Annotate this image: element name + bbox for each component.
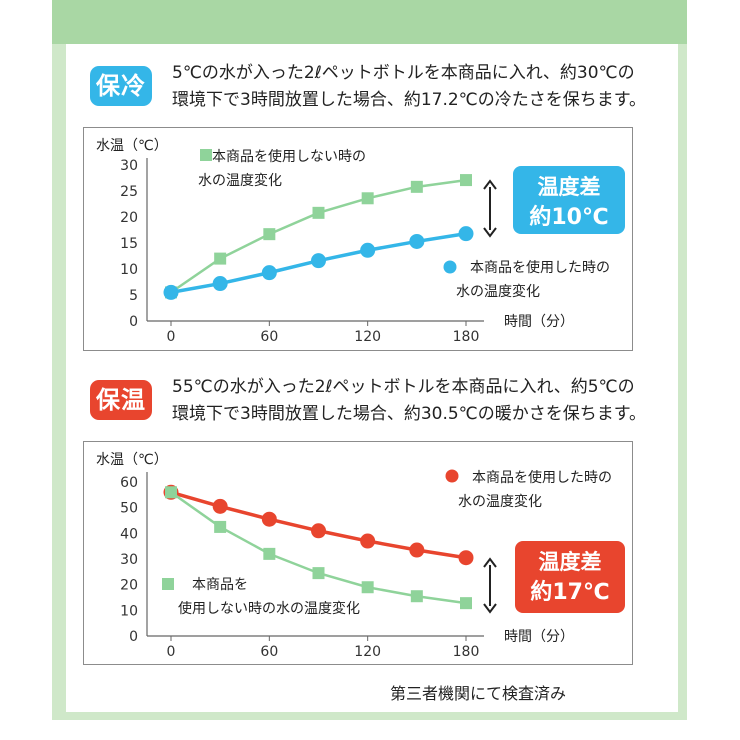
data-point-square (263, 228, 276, 241)
cold-chart: 水温（℃） 0 5 10 15 20 25 30 0 60 120 180 時間（分） 本商品を使用しない… (96, 138, 625, 345)
legend-marker-circle (443, 260, 457, 274)
data-point-square (312, 567, 325, 580)
y-tick-label: 15 (120, 236, 138, 252)
data-point-circle (163, 284, 179, 300)
data-point-circle (261, 265, 277, 281)
x-tick-label: 120 (354, 644, 381, 660)
x-tick-label: 120 (354, 329, 381, 345)
data-point-circle (212, 498, 228, 514)
cold-description: 5℃の水が入った2ℓペットボトルを本商品に入れ、約30℃の 環境下で3時間放置し… (172, 60, 652, 114)
legend-label: 本商品を使用しない時の (212, 148, 366, 165)
data-point-square (263, 547, 276, 560)
y-axis-label: 水温（℃） (96, 452, 168, 468)
y-tick-label: 5 (129, 288, 138, 304)
temperature-difference-box (515, 541, 625, 613)
difference-arrow-head-down (483, 227, 497, 238)
temperature-difference-label: 温度差 (538, 175, 601, 199)
x-tick-label: 60 (260, 644, 278, 660)
warm-chart-panel: 水温（℃） 0 10 20 30 40 50 60 0 60 120 180 時間（分） 本商品を使用した… (83, 441, 633, 665)
temperature-difference-label: 温度差 (539, 550, 602, 574)
legend-marker-circle (445, 469, 459, 483)
y-axis-label: 水温（℃） (96, 138, 168, 154)
legend-label: 水の温度変化 (198, 172, 282, 189)
data-point-square (410, 590, 423, 603)
data-point-circle (360, 242, 376, 258)
data-point-square (361, 192, 374, 205)
warm-chart: 水温（℃） 0 10 20 30 40 50 60 0 60 120 180 時間（分） 本商品を使用した… (96, 452, 625, 660)
legend-marker-square (162, 578, 174, 590)
data-point-circle (261, 511, 277, 527)
y-tick-label: 25 (120, 184, 138, 200)
y-tick-label: 0 (129, 629, 138, 645)
warm-description-line2: 環境下で3時間放置した場合、約30.5℃の暖かさを保ちます。 (172, 404, 647, 424)
temperature-difference-value: 約10℃ (529, 204, 608, 230)
legend-label: 水の温度変化 (458, 493, 542, 510)
x-tick-label: 0 (167, 329, 176, 345)
temperature-difference-box (513, 166, 625, 234)
legend-marker-square (200, 149, 212, 161)
y-tick-label: 10 (120, 262, 138, 278)
legend-label: 本商品を (192, 577, 248, 593)
y-tick-label: 30 (120, 158, 138, 174)
legend-label: 本商品を使用した時の (470, 259, 610, 276)
data-point-circle (212, 276, 228, 292)
warm-description-line1: 55℃の水が入った2ℓペットボトルを本商品に入れ、約5℃の (172, 377, 635, 397)
y-tick-label: 10 (120, 603, 138, 619)
data-point-square (214, 520, 227, 533)
cold-chart-panel: 水温（℃） 0 5 10 15 20 25 30 0 60 120 180 時間（分） 本商品を使用しない… (83, 127, 633, 351)
data-point-square (312, 206, 325, 219)
x-tick-label: 180 (453, 644, 480, 660)
y-tick-label: 40 (120, 526, 138, 542)
difference-arrow-head-up (483, 179, 497, 190)
data-point-square (214, 252, 227, 265)
data-point-circle (458, 550, 474, 566)
legend-label: 使用しない時の水の温度変化 (178, 600, 360, 617)
data-point-square (361, 581, 374, 594)
y-tick-label: 20 (120, 578, 138, 594)
frame-top-band (52, 0, 687, 44)
x-axis-label: 時間（分） (504, 314, 574, 330)
data-point-circle (360, 533, 376, 549)
y-tick-label: 60 (120, 475, 138, 491)
difference-arrow-head-up (483, 557, 497, 568)
y-tick-label: 20 (120, 210, 138, 226)
data-point-circle (409, 542, 425, 558)
warm-description: 55℃の水が入った2ℓペットボトルを本商品に入れ、約5℃の 環境下で3時間放置し… (172, 374, 652, 428)
data-point-circle (311, 253, 326, 269)
data-point-circle (458, 226, 474, 242)
cold-description-line2: 環境下で3時間放置した場合、約17.2℃の冷たさを保ちます。 (172, 90, 647, 110)
data-point-square (460, 597, 472, 610)
temperature-difference-value: 約17℃ (530, 579, 609, 605)
warm-badge: 保温 (90, 380, 152, 420)
legend-label: 水の温度変化 (456, 283, 540, 300)
y-tick-label: 30 (120, 552, 138, 568)
data-point-square (460, 174, 472, 187)
x-axis-label: 時間（分） (504, 629, 574, 645)
x-tick-label: 60 (260, 329, 278, 345)
data-point-square (165, 486, 177, 499)
cold-badge: 保冷 (90, 66, 152, 106)
x-tick-label: 180 (453, 329, 480, 345)
y-tick-label: 0 (129, 314, 138, 330)
data-point-circle (409, 233, 425, 249)
x-tick-label: 0 (167, 644, 176, 660)
data-point-circle (311, 523, 326, 539)
legend-label: 本商品を使用した時の (472, 469, 612, 486)
cold-description-line1: 5℃の水が入った2ℓペットボトルを本商品に入れ、約30℃の (172, 63, 635, 83)
y-tick-label: 50 (120, 501, 138, 517)
data-point-square (410, 180, 423, 193)
difference-arrow-head-down (483, 603, 497, 614)
footer-note: 第三者機関にて検査済み (390, 684, 567, 703)
